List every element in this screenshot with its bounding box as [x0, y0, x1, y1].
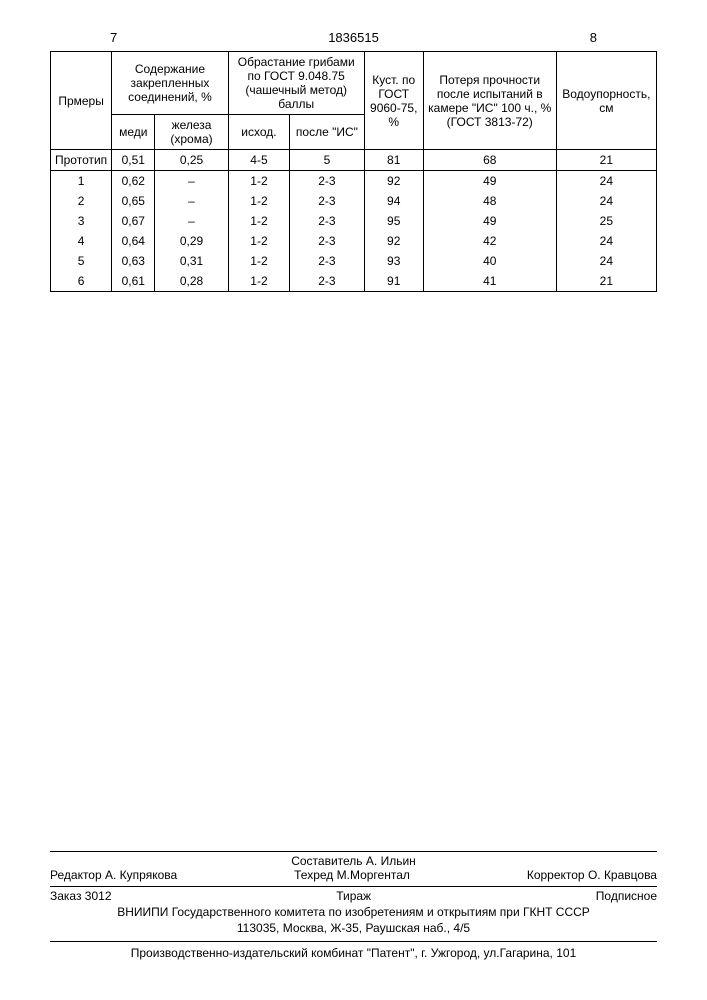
editor: Редактор А. Купрякова	[50, 868, 177, 882]
th-kust: Куст. по ГОСТ 9060-75, %	[364, 52, 423, 150]
cell: –	[155, 191, 228, 211]
compiler: Составитель А. Ильин	[50, 854, 657, 868]
table-row: 10,62–1-22-3924924	[51, 171, 657, 192]
cell: 1-2	[228, 171, 289, 192]
cell: 68	[423, 150, 556, 171]
cell: 1-2	[228, 271, 289, 292]
cell: 0,28	[155, 271, 228, 292]
cell: 0,62	[112, 171, 155, 192]
table-row: 20,65–1-22-3944824	[51, 191, 657, 211]
cell: 42	[423, 231, 556, 251]
cell: 0,65	[112, 191, 155, 211]
cell: 1	[51, 171, 112, 192]
cell: 2	[51, 191, 112, 211]
cell: 2-3	[290, 171, 364, 192]
cell: 2-3	[290, 211, 364, 231]
footer: Составитель А. Ильин Редактор А. Купряко…	[50, 851, 657, 960]
cell: 6	[51, 271, 112, 292]
data-table: Прмеры Содержание закрепленных соединени…	[50, 51, 657, 292]
cell: 24	[556, 171, 656, 192]
cell: 0,61	[112, 271, 155, 292]
doc-number: 1836515	[328, 30, 379, 45]
cell: 21	[556, 150, 656, 171]
cell: 0,25	[155, 150, 228, 171]
cell: 24	[556, 251, 656, 271]
cell: 48	[423, 191, 556, 211]
cell: –	[155, 211, 228, 231]
cell: 2-3	[290, 191, 364, 211]
cell: 0,64	[112, 231, 155, 251]
page-right: 8	[590, 30, 597, 45]
cell: 1-2	[228, 231, 289, 251]
cell: 3	[51, 211, 112, 231]
cell: 2-3	[290, 271, 364, 292]
th-after: после "ИС"	[290, 115, 364, 150]
cell: 91	[364, 271, 423, 292]
cell: 41	[423, 271, 556, 292]
cell: 4	[51, 231, 112, 251]
prototype-row: Прототип 0,51 0,25 4-5 5 81 68 21	[51, 150, 657, 171]
cell: 5	[51, 251, 112, 271]
cell: 92	[364, 231, 423, 251]
cell: –	[155, 171, 228, 192]
podpis: Подписное	[596, 889, 657, 903]
cell: 81	[364, 150, 423, 171]
cell: Прототип	[51, 150, 112, 171]
cell: 95	[364, 211, 423, 231]
cell: 0,29	[155, 231, 228, 251]
cell: 0,67	[112, 211, 155, 231]
cell: 5	[290, 150, 364, 171]
th-copper: меди	[112, 115, 155, 150]
table-row: 30,67–1-22-3954925	[51, 211, 657, 231]
corrector: Корректор О. Кравцова	[527, 868, 657, 882]
cell: 0,63	[112, 251, 155, 271]
producer: Производственно-издательский комбинат "П…	[50, 941, 657, 960]
table-row: 50,630,311-22-3934024	[51, 251, 657, 271]
table-row: 60,610,281-22-3914121	[51, 271, 657, 292]
cell: 49	[423, 171, 556, 192]
org-line1: ВНИИПИ Государственного комитета по изоб…	[50, 905, 657, 919]
cell: 0,51	[112, 150, 155, 171]
th-fungi: Обрастание грибами по ГОСТ 9.048.75 (чаш…	[228, 52, 364, 115]
cell: 1-2	[228, 191, 289, 211]
cell: 1-2	[228, 251, 289, 271]
cell: 2-3	[290, 231, 364, 251]
cell: 94	[364, 191, 423, 211]
cell: 24	[556, 231, 656, 251]
cell: 1-2	[228, 211, 289, 231]
org-line2: 113035, Москва, Ж-35, Раушская наб., 4/5	[50, 921, 657, 935]
page-left: 7	[110, 30, 117, 45]
th-iron: железа (хрома)	[155, 115, 228, 150]
cell: 0,31	[155, 251, 228, 271]
cell: 92	[364, 171, 423, 192]
cell: 49	[423, 211, 556, 231]
zakaz: Заказ 3012	[50, 889, 112, 903]
cell: 4-5	[228, 150, 289, 171]
th-examples: Прмеры	[51, 52, 112, 150]
th-strength: Потеря прочности после испытаний в камер…	[423, 52, 556, 150]
cell: 40	[423, 251, 556, 271]
th-initial: исход.	[228, 115, 289, 150]
techred: Техред М.Моргентал	[294, 868, 410, 882]
cell: 24	[556, 191, 656, 211]
cell: 25	[556, 211, 656, 231]
th-content: Содержание закрепленных соединений, %	[112, 52, 229, 115]
table-row: 40,640,291-22-3924224	[51, 231, 657, 251]
cell: 2-3	[290, 251, 364, 271]
th-water: Водоупорность, см	[556, 52, 656, 150]
tirazh: Тираж	[336, 889, 371, 903]
cell: 21	[556, 271, 656, 292]
cell: 93	[364, 251, 423, 271]
